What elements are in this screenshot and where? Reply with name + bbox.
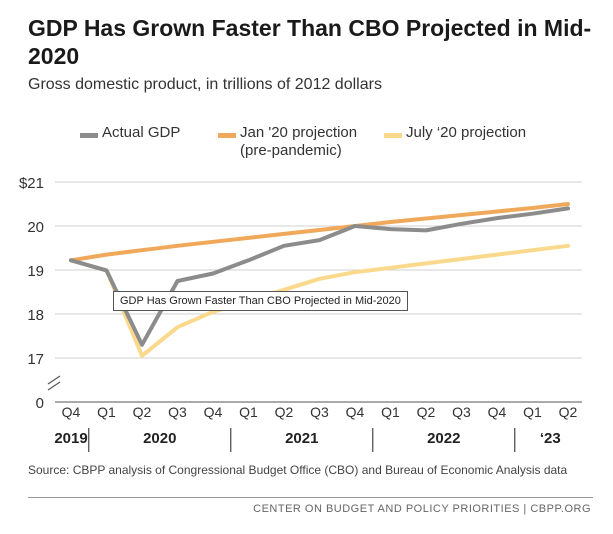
x-tick-label: Q4: [346, 404, 365, 420]
x-tick-label: Q2: [417, 404, 436, 420]
x-tick-label: Q3: [168, 404, 187, 420]
x-year-label: ‘23: [540, 430, 561, 447]
series-line-2: [69, 243, 570, 358]
legend-swatch-july-projection: [384, 133, 402, 138]
chart-subtitle: Gross domestic product, in trillions of …: [28, 76, 382, 93]
y-tick-label: 0: [36, 395, 44, 412]
legend-label-jan-line2: (pre-pandemic): [240, 142, 342, 159]
y-tick-label: 18: [27, 307, 44, 324]
y-tick-label: 19: [27, 263, 44, 280]
x-tick-label: Q3: [452, 404, 471, 420]
x-year-label: 2020: [143, 430, 176, 447]
legend-label-jan-line1: Jan '20 projection: [240, 124, 358, 141]
x-tick-label: Q3: [310, 404, 329, 420]
footer-divider: [28, 497, 593, 498]
x-tick-label: Q1: [97, 404, 116, 420]
chart-tooltip: GDP Has Grown Faster Than CBO Projected …: [113, 291, 408, 311]
footer-credit: CENTER ON BUDGET AND POLICY PRIORITIES |…: [253, 503, 591, 515]
legend-label-july-projection: July ‘20 projection: [406, 124, 527, 141]
legend-label-actual-gdp: Actual GDP: [102, 124, 181, 141]
x-tick-label: Q1: [239, 404, 258, 420]
x-tick-label: Q2: [559, 404, 578, 420]
legend-label-jan-projection: Jan '20 projection (pre-pandemic): [240, 124, 357, 160]
source-note: Source: CBPP analysis of Congressional B…: [28, 463, 568, 477]
x-tick-label: Q4: [488, 404, 507, 420]
x-tick-label: Q1: [381, 404, 400, 420]
x-tick-label: Q2: [133, 404, 152, 420]
series-line-0: [69, 206, 570, 347]
chart-title: GDP Has Grown Faster Than CBO Projected …: [28, 15, 592, 69]
y-tick-label: 17: [27, 351, 44, 368]
legend-swatch-actual-gdp: [80, 133, 98, 138]
x-tick-label: Q1: [523, 404, 542, 420]
y-tick-label: 20: [27, 219, 44, 236]
x-tick-label: Q4: [62, 404, 81, 420]
x-year-label: 2022: [427, 430, 460, 447]
x-year-label: 2021: [285, 430, 318, 447]
legend-swatch-jan-projection: [218, 133, 236, 138]
x-tick-label: Q4: [204, 404, 223, 420]
axis-break-mark: [47, 375, 61, 391]
x-tick-label: Q2: [275, 404, 294, 420]
series-line-1: [69, 202, 570, 263]
x-year-label: 2019: [54, 430, 87, 447]
y-tick-label: $21: [19, 175, 44, 192]
